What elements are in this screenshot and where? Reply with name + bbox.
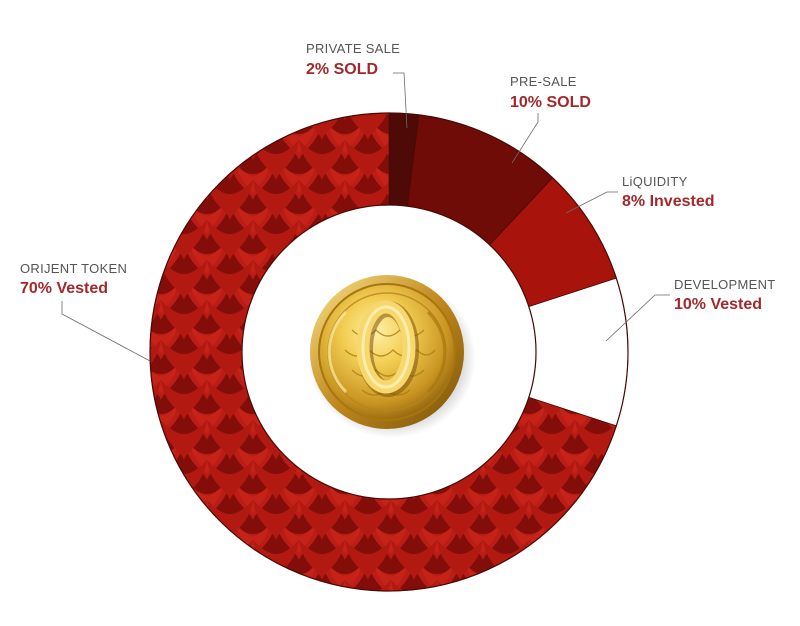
slice-orijent-token-tint — [149, 113, 617, 592]
slice-value-liquidity: 8% Invested — [622, 193, 714, 210]
slice-value-orijent-token: 70% Vested — [20, 280, 108, 297]
slice-value-development: 10% Vested — [674, 296, 762, 313]
slice-label-liquidity: LiQUIDITY — [622, 174, 688, 189]
slice-label-development: DEVELOPMENT — [674, 277, 776, 292]
slice-label-pre-sale: PRE-SALE — [510, 74, 577, 89]
slice-label-orijent-token: ORIJENT TOKEN — [20, 261, 127, 276]
slice-value-pre-sale: 10% SOLD — [510, 94, 591, 111]
leader-line-liquidity — [565, 191, 618, 214]
leader-line-pre-sale — [511, 113, 539, 164]
gold-coin-icon — [308, 275, 476, 438]
slice-label-private-sale: PRIVATE SALE — [306, 41, 400, 56]
leader-line-development — [605, 294, 670, 342]
donut-outer-border — [149, 112, 629, 592]
leader-line-orijent-token — [61, 301, 151, 362]
leader-line-private-sale — [393, 72, 408, 129]
slice-value-private-sale: 2% SOLD — [306, 61, 378, 78]
slice-labels: PRIVATE SALE 2% SOLD PRE-SALE 10% SOLD LiQUI… — [20, 41, 776, 362]
